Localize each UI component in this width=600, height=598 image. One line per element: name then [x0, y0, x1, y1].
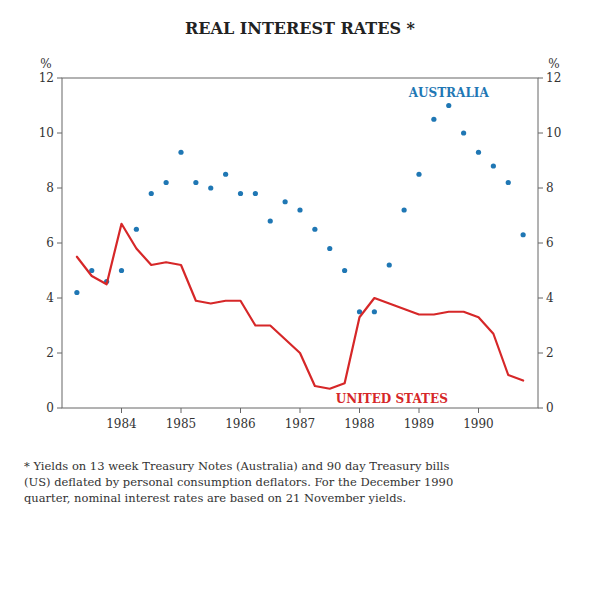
series-line [77, 224, 523, 389]
y-tick [57, 243, 62, 244]
x-tick-label: 1987 [285, 417, 316, 431]
series-point [402, 207, 407, 212]
series-point [342, 268, 347, 273]
x-tick-label: 1985 [166, 417, 197, 431]
chart: REAL INTEREST RATES * 1984 1985 1986 1987 198… [0, 0, 600, 598]
title: REAL INTEREST RATES * [185, 19, 416, 38]
y2-tick [538, 408, 543, 409]
y2-tick-label: 0 [546, 401, 554, 415]
y-tick-label: 4 [46, 291, 54, 305]
series-point [178, 150, 183, 155]
x-tick-label: 1984 [106, 417, 137, 431]
series-point [431, 117, 436, 122]
series-point [223, 172, 228, 177]
x-tick-label: 1990 [463, 417, 494, 431]
y-tick [57, 298, 62, 299]
y2-tick-label: 12 [546, 71, 561, 85]
x-tick [478, 408, 479, 413]
x-tick [300, 408, 301, 413]
series-point [312, 227, 317, 232]
series-point [238, 191, 243, 196]
y2-tick [538, 353, 543, 354]
x-tick-label: 1988 [344, 417, 375, 431]
y2-tick-label: 4 [546, 291, 554, 305]
series-label: UNITED STATES [336, 392, 448, 406]
footnote-line: quarter, nominal interest rates are base… [24, 491, 406, 505]
x-tick-label: 1986 [225, 417, 256, 431]
series-point [327, 246, 332, 251]
footnote-line: * Yields on 13 week Treasury Notes (Aust… [24, 459, 450, 473]
y-tick [57, 353, 62, 354]
series-point [193, 180, 198, 185]
plot-area [74, 103, 525, 389]
x-tick [359, 408, 360, 413]
y-tick [57, 133, 62, 134]
x-tick [121, 408, 122, 413]
y2-tick-label: 2 [546, 346, 554, 360]
y2-tick [538, 243, 543, 244]
y-tick [57, 78, 62, 79]
series-point [387, 262, 392, 267]
series-point [268, 218, 273, 223]
series-point [372, 309, 377, 314]
x-tick [240, 408, 241, 413]
y2-tick [538, 298, 543, 299]
series-point [416, 172, 421, 177]
series-point [208, 185, 213, 190]
series-point [446, 103, 451, 108]
series-point [134, 227, 139, 232]
series-point [461, 130, 466, 135]
y2-tick-label: 8 [546, 181, 554, 195]
y-tick-label: 8 [46, 181, 54, 195]
y2-tick-label: 6 [546, 236, 554, 250]
y2-tick [538, 78, 543, 79]
y2-axis-label: % [548, 57, 559, 71]
y-tick-label: 10 [39, 126, 54, 140]
series-label: AUSTRALIA [408, 86, 490, 100]
y-tick-label: 0 [46, 401, 54, 415]
series-point [119, 268, 124, 273]
footnote-line: (US) deflated by personal consumption de… [24, 475, 453, 489]
y-tick [57, 408, 62, 409]
x-tick [419, 408, 420, 413]
series-point [476, 150, 481, 155]
y-tick-label: 6 [46, 236, 54, 250]
series-point [506, 180, 511, 185]
y2-tick-label: 10 [546, 126, 561, 140]
x-tick [181, 408, 182, 413]
series-point [164, 180, 169, 185]
plot-frame [62, 78, 538, 408]
y-tick [57, 188, 62, 189]
y2-tick [538, 133, 543, 134]
series-point [253, 191, 258, 196]
footnote: * Yields on 13 week Treasury Notes (Aust… [24, 459, 453, 505]
series-point [149, 191, 154, 196]
series-point [283, 199, 288, 204]
y2-tick [538, 188, 543, 189]
series-point [74, 290, 79, 295]
series-point [491, 163, 496, 168]
y-tick-label: 12 [39, 71, 54, 85]
y-axis-label: % [40, 57, 51, 71]
series-point [521, 232, 526, 237]
series-point [297, 207, 302, 212]
x-tick-label: 1989 [404, 417, 435, 431]
y-tick-label: 2 [46, 346, 54, 360]
